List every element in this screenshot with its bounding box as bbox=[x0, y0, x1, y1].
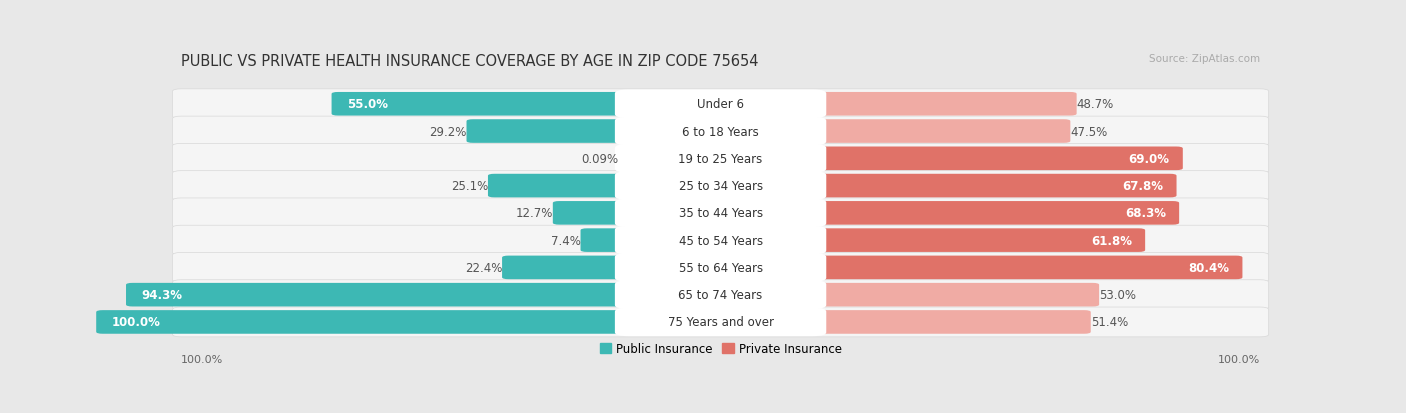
Text: 65 to 74 Years: 65 to 74 Years bbox=[679, 288, 762, 301]
FancyBboxPatch shape bbox=[173, 253, 1268, 282]
Text: 48.7%: 48.7% bbox=[1077, 98, 1114, 111]
Text: 100.0%: 100.0% bbox=[1218, 355, 1260, 365]
Text: 35 to 44 Years: 35 to 44 Years bbox=[679, 207, 762, 220]
Text: 45 to 54 Years: 45 to 54 Years bbox=[679, 234, 762, 247]
Text: 94.3%: 94.3% bbox=[141, 288, 183, 301]
FancyBboxPatch shape bbox=[782, 229, 1144, 252]
FancyBboxPatch shape bbox=[332, 93, 659, 116]
FancyBboxPatch shape bbox=[173, 280, 1268, 310]
Text: 25.1%: 25.1% bbox=[451, 180, 488, 192]
FancyBboxPatch shape bbox=[782, 174, 1177, 198]
FancyBboxPatch shape bbox=[173, 90, 1268, 119]
Text: 100.0%: 100.0% bbox=[181, 355, 224, 365]
FancyBboxPatch shape bbox=[127, 283, 659, 307]
Text: 75 Years and over: 75 Years and over bbox=[668, 316, 773, 329]
FancyBboxPatch shape bbox=[173, 171, 1268, 201]
Text: 67.8%: 67.8% bbox=[1122, 180, 1163, 192]
FancyBboxPatch shape bbox=[782, 120, 1070, 143]
Text: 25 to 34 Years: 25 to 34 Years bbox=[679, 180, 762, 192]
Text: 29.2%: 29.2% bbox=[429, 125, 467, 138]
FancyBboxPatch shape bbox=[614, 172, 827, 200]
Text: 68.3%: 68.3% bbox=[1125, 207, 1166, 220]
FancyBboxPatch shape bbox=[614, 145, 827, 173]
FancyBboxPatch shape bbox=[782, 256, 1243, 280]
FancyBboxPatch shape bbox=[173, 199, 1268, 228]
Text: 55.0%: 55.0% bbox=[347, 98, 388, 111]
FancyBboxPatch shape bbox=[614, 254, 827, 282]
Text: 69.0%: 69.0% bbox=[1129, 152, 1170, 165]
Text: 0.09%: 0.09% bbox=[582, 152, 619, 165]
Text: Source: ZipAtlas.com: Source: ZipAtlas.com bbox=[1149, 55, 1260, 64]
Text: 7.4%: 7.4% bbox=[551, 234, 581, 247]
Text: 6 to 18 Years: 6 to 18 Years bbox=[682, 125, 759, 138]
FancyBboxPatch shape bbox=[614, 281, 827, 309]
FancyBboxPatch shape bbox=[467, 120, 659, 143]
FancyBboxPatch shape bbox=[782, 283, 1099, 307]
FancyBboxPatch shape bbox=[581, 229, 659, 252]
Text: 51.4%: 51.4% bbox=[1091, 316, 1128, 329]
FancyBboxPatch shape bbox=[173, 307, 1268, 337]
FancyBboxPatch shape bbox=[782, 202, 1180, 225]
Text: Under 6: Under 6 bbox=[697, 98, 744, 111]
FancyBboxPatch shape bbox=[614, 226, 827, 255]
Text: PUBLIC VS PRIVATE HEALTH INSURANCE COVERAGE BY AGE IN ZIP CODE 75654: PUBLIC VS PRIVATE HEALTH INSURANCE COVER… bbox=[181, 55, 759, 69]
FancyBboxPatch shape bbox=[614, 118, 827, 146]
Text: 12.7%: 12.7% bbox=[516, 207, 553, 220]
FancyBboxPatch shape bbox=[173, 144, 1268, 174]
FancyBboxPatch shape bbox=[96, 311, 659, 334]
Text: 53.0%: 53.0% bbox=[1099, 288, 1136, 301]
Text: 22.4%: 22.4% bbox=[465, 261, 502, 274]
FancyBboxPatch shape bbox=[782, 311, 1091, 334]
Legend: Public Insurance, Private Insurance: Public Insurance, Private Insurance bbox=[595, 338, 846, 360]
Text: 55 to 64 Years: 55 to 64 Years bbox=[679, 261, 762, 274]
Text: 100.0%: 100.0% bbox=[111, 316, 160, 329]
FancyBboxPatch shape bbox=[173, 225, 1268, 255]
FancyBboxPatch shape bbox=[553, 202, 659, 225]
FancyBboxPatch shape bbox=[614, 90, 827, 119]
FancyBboxPatch shape bbox=[614, 308, 827, 336]
FancyBboxPatch shape bbox=[173, 117, 1268, 147]
Text: 19 to 25 Years: 19 to 25 Years bbox=[679, 152, 762, 165]
FancyBboxPatch shape bbox=[782, 93, 1077, 116]
FancyBboxPatch shape bbox=[614, 199, 827, 228]
Text: 80.4%: 80.4% bbox=[1188, 261, 1229, 274]
Text: 47.5%: 47.5% bbox=[1070, 125, 1108, 138]
Text: 61.8%: 61.8% bbox=[1091, 234, 1132, 247]
FancyBboxPatch shape bbox=[782, 147, 1182, 171]
FancyBboxPatch shape bbox=[502, 256, 659, 280]
FancyBboxPatch shape bbox=[488, 174, 659, 198]
